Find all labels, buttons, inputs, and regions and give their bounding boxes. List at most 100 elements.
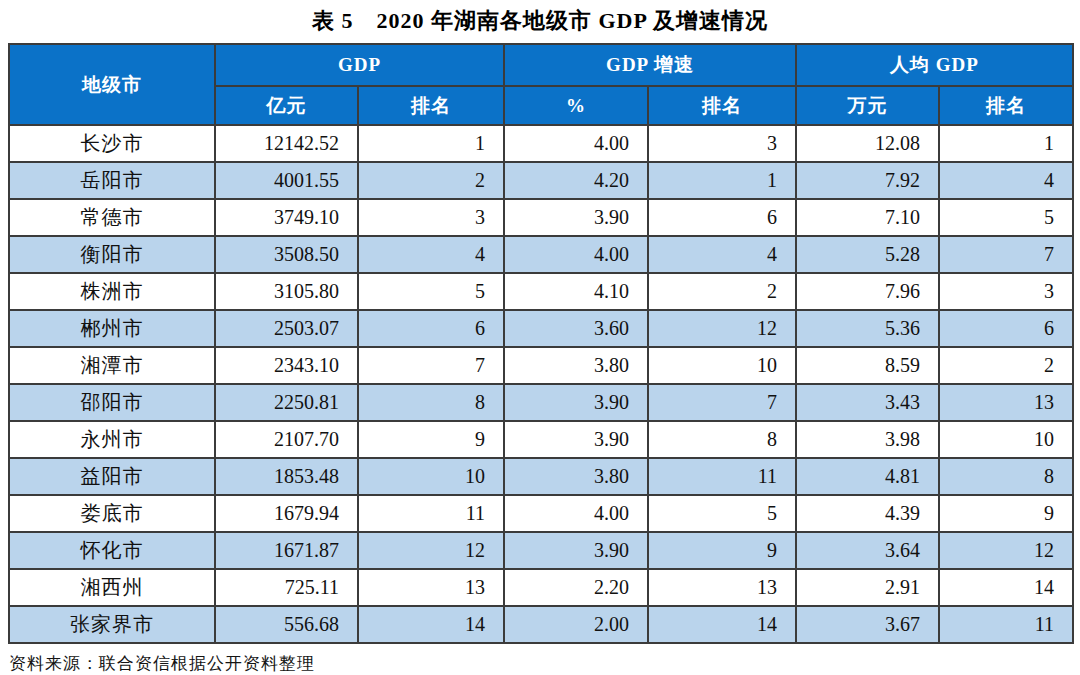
- cell-city: 永州市: [9, 421, 215, 458]
- cell-growth: 3.90: [504, 384, 648, 421]
- gdp-table: 地级市 GDP GDP 增速 人均 GDP 亿元 排名 % 排名 万元 排名 长…: [8, 43, 1074, 644]
- table-row: 衡阳市3508.5044.0045.287: [9, 236, 1073, 273]
- cell-growth: 3.90: [504, 421, 648, 458]
- cell-growth: 2.20: [504, 569, 648, 606]
- cell-pc_rank: 3: [939, 273, 1073, 310]
- cell-growth: 3.90: [504, 199, 648, 236]
- header-gdp-unit: 亿元: [215, 86, 358, 125]
- cell-pc_rank: 8: [939, 458, 1073, 495]
- cell-growth: 3.80: [504, 458, 648, 495]
- cell-pc_rank: 11: [939, 606, 1073, 643]
- table-row: 株洲市3105.8054.1027.963: [9, 273, 1073, 310]
- cell-gdp: 725.11: [215, 569, 358, 606]
- header-growth-rank: 排名: [648, 86, 796, 125]
- cell-pc_rank: 5: [939, 199, 1073, 236]
- cell-gdp_rank: 7: [358, 347, 504, 384]
- cell-growth_rank: 5: [648, 495, 796, 532]
- cell-city: 怀化市: [9, 532, 215, 569]
- report-page: 表 5 2020 年湖南各地级市 GDP 及增速情况 地级市 GDP GDP 增…: [0, 0, 1080, 675]
- cell-growth_rank: 12: [648, 310, 796, 347]
- cell-gdp: 1679.94: [215, 495, 358, 532]
- table-row: 长沙市12142.5214.00312.081: [9, 125, 1073, 162]
- cell-growth: 4.00: [504, 125, 648, 162]
- cell-pc_gdp: 2.91: [796, 569, 939, 606]
- cell-city: 邵阳市: [9, 384, 215, 421]
- cell-city: 长沙市: [9, 125, 215, 162]
- cell-pc_rank: 4: [939, 162, 1073, 199]
- cell-pc_gdp: 7.96: [796, 273, 939, 310]
- cell-gdp: 12142.52: [215, 125, 358, 162]
- cell-growth: 4.20: [504, 162, 648, 199]
- cell-gdp: 1671.87: [215, 532, 358, 569]
- header-group-gdp-growth: GDP 增速: [504, 44, 796, 86]
- cell-gdp_rank: 13: [358, 569, 504, 606]
- cell-growth_rank: 13: [648, 569, 796, 606]
- cell-city: 衡阳市: [9, 236, 215, 273]
- cell-growth_rank: 7: [648, 384, 796, 421]
- cell-pc_rank: 6: [939, 310, 1073, 347]
- table-row: 怀化市1671.87123.9093.6412: [9, 532, 1073, 569]
- cell-growth: 4.10: [504, 273, 648, 310]
- cell-pc_rank: 9: [939, 495, 1073, 532]
- cell-gdp_rank: 3: [358, 199, 504, 236]
- cell-growth_rank: 10: [648, 347, 796, 384]
- table-row: 湘潭市2343.1073.80108.592: [9, 347, 1073, 384]
- cell-pc_gdp: 3.43: [796, 384, 939, 421]
- cell-gdp_rank: 8: [358, 384, 504, 421]
- cell-growth_rank: 11: [648, 458, 796, 495]
- header-gdp-rank: 排名: [358, 86, 504, 125]
- header-group-row: 地级市 GDP GDP 增速 人均 GDP: [9, 44, 1073, 86]
- table-row: 郴州市2503.0763.60125.366: [9, 310, 1073, 347]
- cell-pc_rank: 2: [939, 347, 1073, 384]
- cell-gdp: 3749.10: [215, 199, 358, 236]
- header-group-gdp: GDP: [215, 44, 504, 86]
- cell-gdp_rank: 4: [358, 236, 504, 273]
- cell-pc_gdp: 8.59: [796, 347, 939, 384]
- cell-gdp: 3105.80: [215, 273, 358, 310]
- table-row: 张家界市556.68142.00143.6711: [9, 606, 1073, 643]
- cell-growth: 4.00: [504, 495, 648, 532]
- cell-growth_rank: 1: [648, 162, 796, 199]
- cell-gdp_rank: 10: [358, 458, 504, 495]
- cell-gdp_rank: 2: [358, 162, 504, 199]
- cell-city: 岳阳市: [9, 162, 215, 199]
- cell-gdp_rank: 5: [358, 273, 504, 310]
- cell-pc_rank: 7: [939, 236, 1073, 273]
- cell-city: 张家界市: [9, 606, 215, 643]
- cell-pc_gdp: 3.98: [796, 421, 939, 458]
- cell-pc_rank: 14: [939, 569, 1073, 606]
- cell-pc_gdp: 3.64: [796, 532, 939, 569]
- header-city: 地级市: [9, 44, 215, 125]
- cell-growth_rank: 14: [648, 606, 796, 643]
- cell-gdp_rank: 12: [358, 532, 504, 569]
- header-group-gdp-per-capita: 人均 GDP: [796, 44, 1073, 86]
- cell-gdp: 4001.55: [215, 162, 358, 199]
- cell-gdp: 3508.50: [215, 236, 358, 273]
- table-row: 永州市2107.7093.9083.9810: [9, 421, 1073, 458]
- cell-city: 湘西州: [9, 569, 215, 606]
- cell-city: 株洲市: [9, 273, 215, 310]
- cell-growth_rank: 4: [648, 236, 796, 273]
- cell-pc_rank: 10: [939, 421, 1073, 458]
- cell-growth: 4.00: [504, 236, 648, 273]
- table-row: 岳阳市4001.5524.2017.924: [9, 162, 1073, 199]
- cell-city: 娄底市: [9, 495, 215, 532]
- cell-pc_gdp: 12.08: [796, 125, 939, 162]
- cell-gdp_rank: 6: [358, 310, 504, 347]
- header-pcgdp-rank: 排名: [939, 86, 1073, 125]
- cell-gdp_rank: 11: [358, 495, 504, 532]
- source-note: 资料来源：联合资信根据公开资料整理: [8, 644, 1072, 675]
- cell-pc_gdp: 4.39: [796, 495, 939, 532]
- table-body: 长沙市12142.5214.00312.081岳阳市4001.5524.2017…: [9, 125, 1073, 643]
- cell-city: 益阳市: [9, 458, 215, 495]
- cell-city: 湘潭市: [9, 347, 215, 384]
- cell-pc_gdp: 5.36: [796, 310, 939, 347]
- cell-growth: 3.90: [504, 532, 648, 569]
- cell-city: 常德市: [9, 199, 215, 236]
- cell-growth: 3.80: [504, 347, 648, 384]
- cell-gdp: 2503.07: [215, 310, 358, 347]
- table-row: 常德市3749.1033.9067.105: [9, 199, 1073, 236]
- cell-pc_gdp: 4.81: [796, 458, 939, 495]
- cell-gdp: 2250.81: [215, 384, 358, 421]
- cell-growth_rank: 9: [648, 532, 796, 569]
